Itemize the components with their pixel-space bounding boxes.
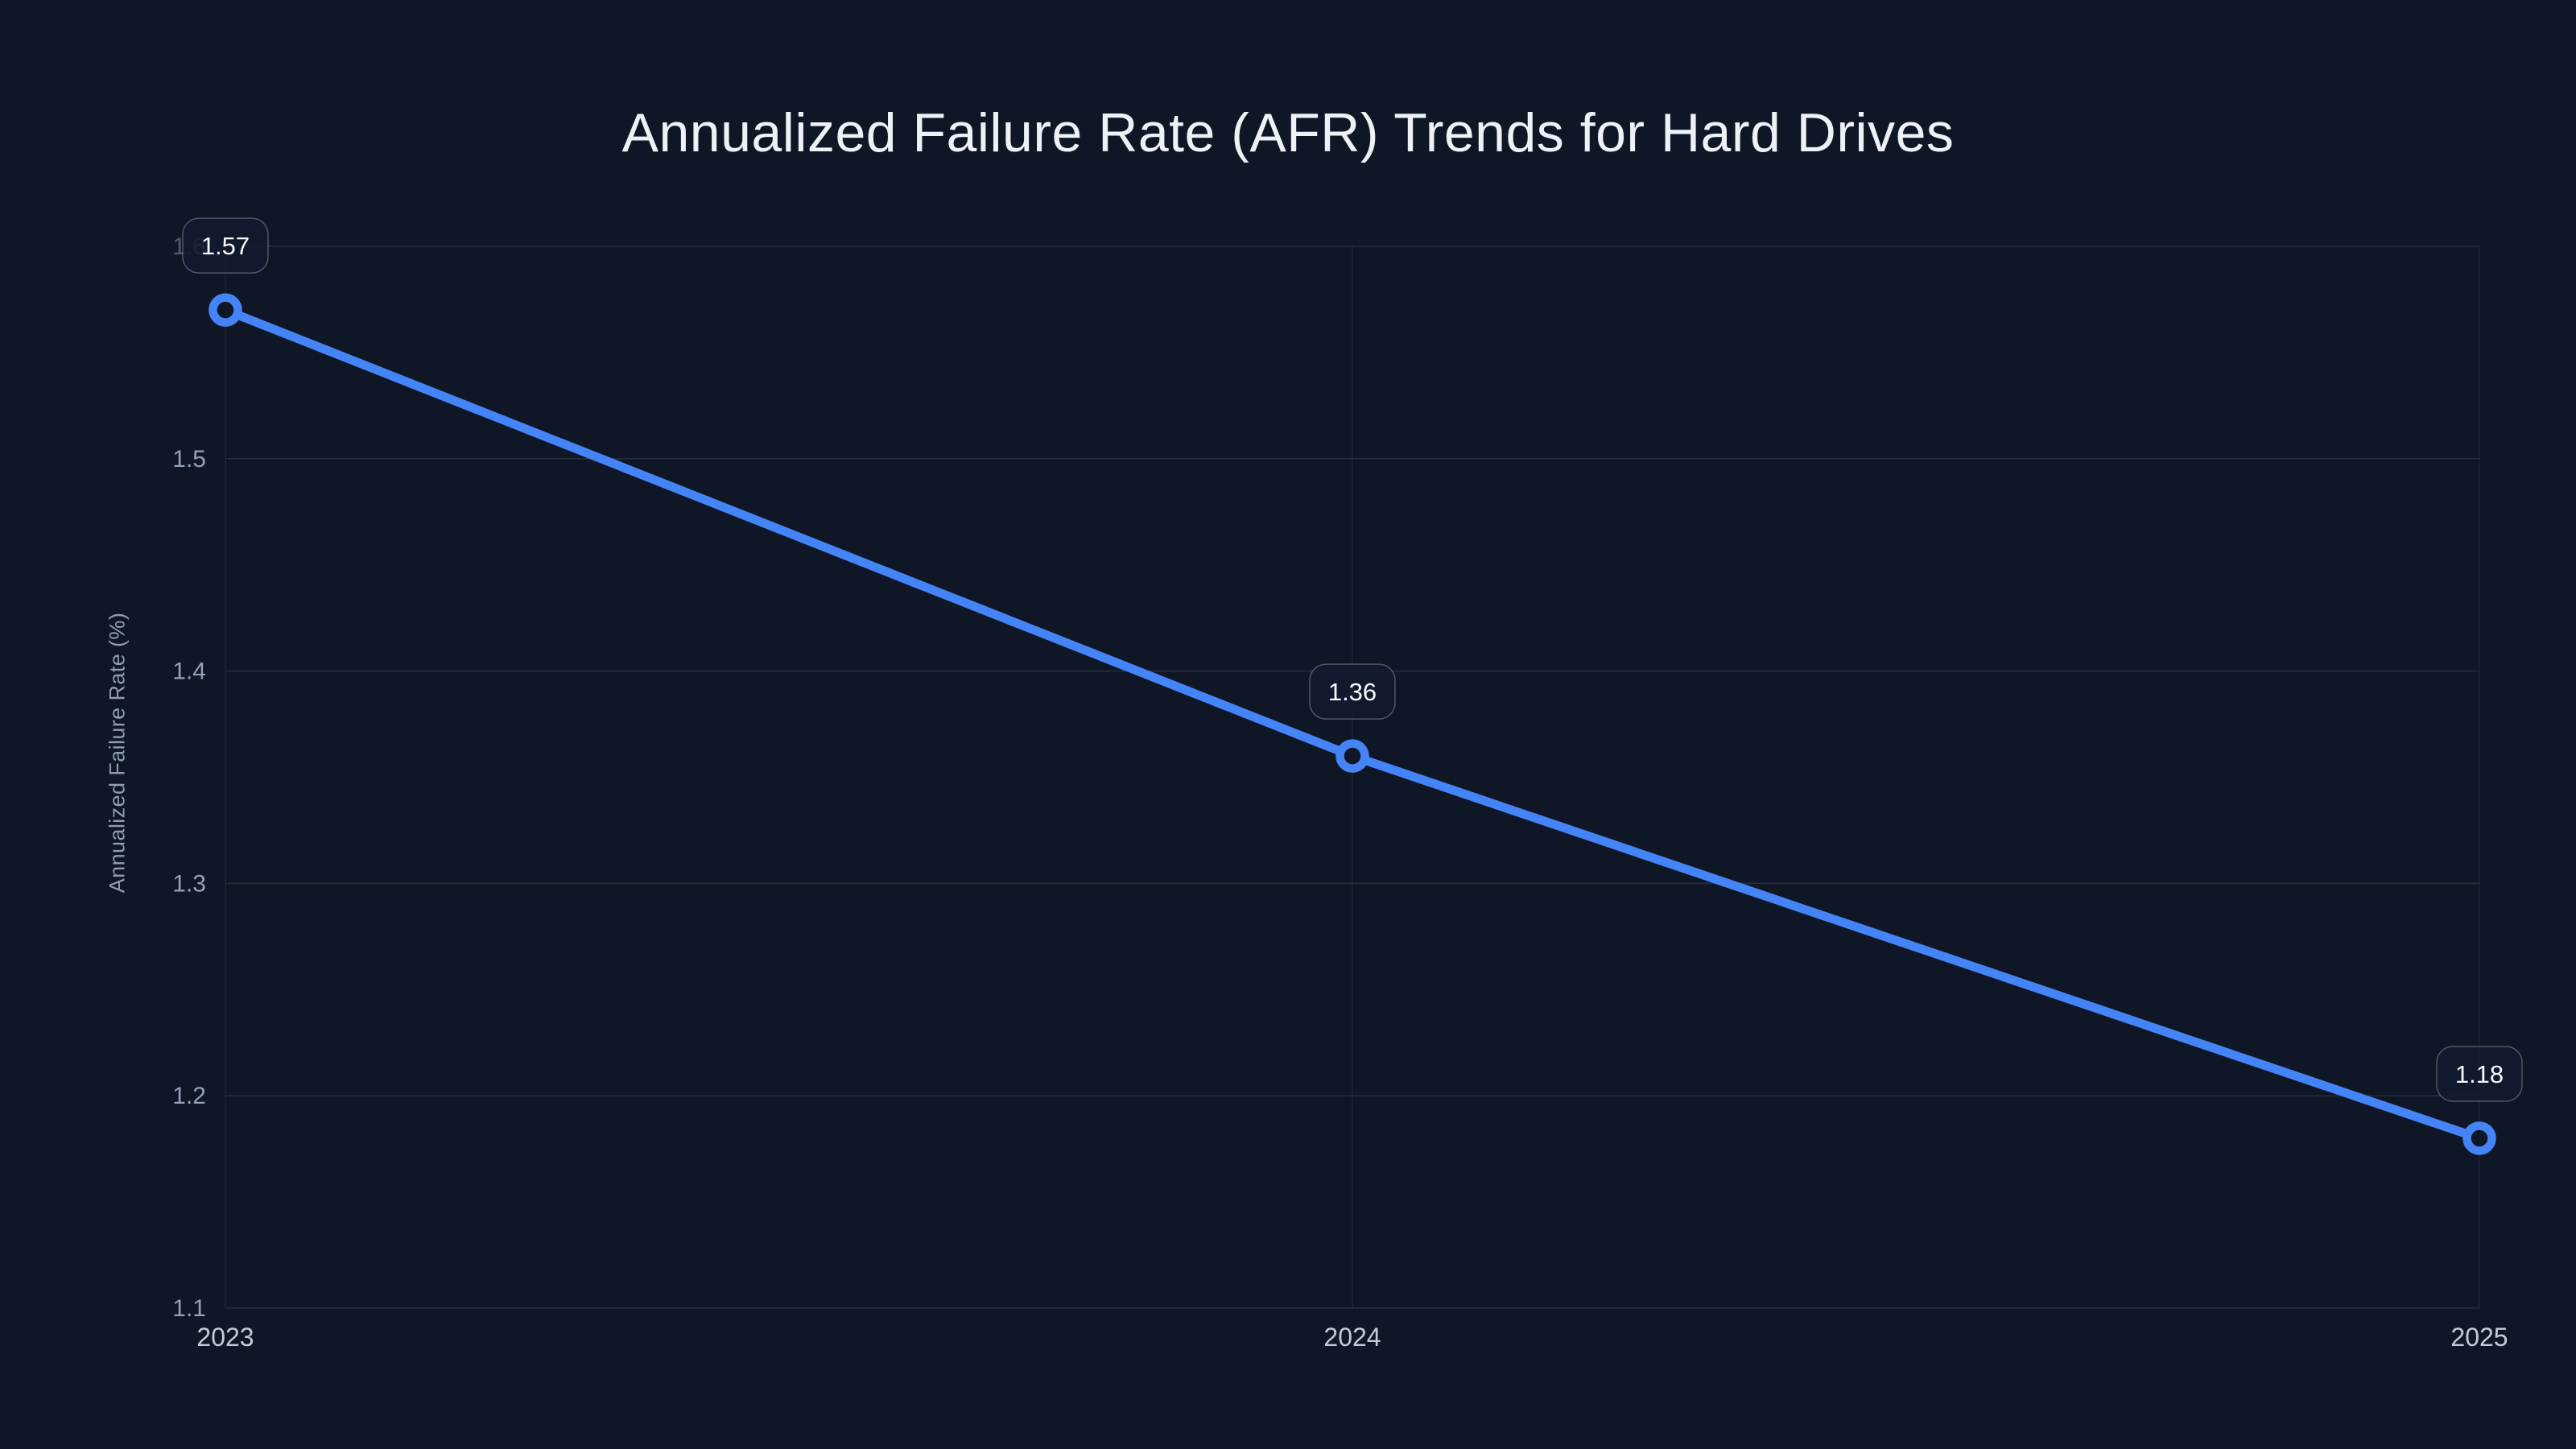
data-label-text: 1.36	[1328, 678, 1377, 706]
y-tick-label: 1.4	[172, 658, 206, 685]
x-tick-label: 2024	[1323, 1323, 1381, 1352]
data-label-badge	[2436, 1046, 2523, 1102]
chart-title: Annualized Failure Rate (AFR) Trends for…	[621, 102, 1955, 163]
y-tick-label: 1.2	[172, 1083, 206, 1109]
data-point-marker[interactable]	[1335, 739, 1369, 773]
y-tick-label: 1.5	[172, 446, 206, 473]
data-label-badge	[1309, 663, 1396, 720]
y-tick-label: 1.1	[172, 1295, 206, 1322]
data-label-badge	[182, 217, 269, 274]
data-point-marker[interactable]	[208, 293, 242, 327]
y-axis-title: Annualized Failure Rate (%)	[105, 612, 130, 894]
x-tick-label: 2023	[196, 1323, 254, 1352]
y-tick-label: 1.3	[172, 870, 206, 897]
data-point-marker[interactable]	[2462, 1121, 2496, 1155]
data-label-text: 1.18	[2455, 1060, 2504, 1088]
data-label-text: 1.57	[201, 232, 250, 260]
x-tick-label: 2025	[2450, 1323, 2508, 1352]
